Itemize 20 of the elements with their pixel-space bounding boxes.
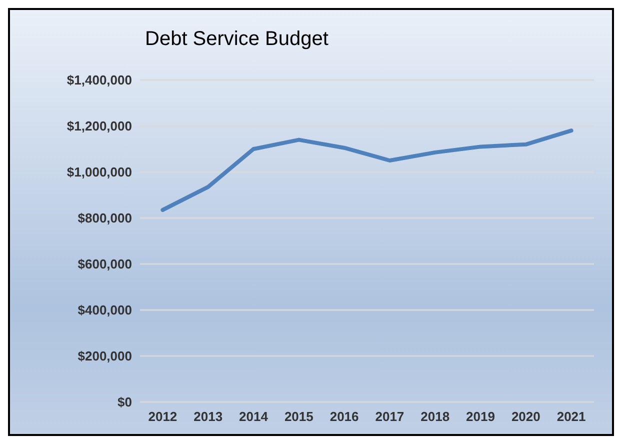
line-series — [160, 128, 574, 212]
y-tick-label: $400,000 — [78, 302, 132, 318]
x-tick-label: 2012 — [148, 409, 178, 424]
y-tick-label: $200,000 — [78, 348, 132, 364]
y-tick-label: $1,000,000 — [66, 164, 132, 180]
x-tick-label: 2018 — [420, 409, 450, 424]
y-tick-label: $600,000 — [78, 256, 132, 272]
x-tick-label: 2013 — [194, 409, 223, 424]
x-tick-label: 2019 — [466, 409, 495, 424]
chart-title: Debt Service Budget — [145, 28, 329, 50]
y-tick-label: $0 — [118, 394, 132, 410]
x-tick-label: 2017 — [375, 409, 404, 424]
y-tick-label: $1,400,000 — [66, 72, 132, 88]
x-tick-label: 2020 — [511, 409, 540, 424]
x-tick-label: 2015 — [284, 409, 314, 424]
x-tick-label: 2016 — [330, 409, 359, 424]
x-tick-label: 2021 — [556, 409, 586, 424]
x-tick-label: 2014 — [239, 409, 269, 424]
y-tick-label: $800,000 — [78, 210, 132, 226]
y-tick-label: $1,200,000 — [66, 118, 132, 134]
